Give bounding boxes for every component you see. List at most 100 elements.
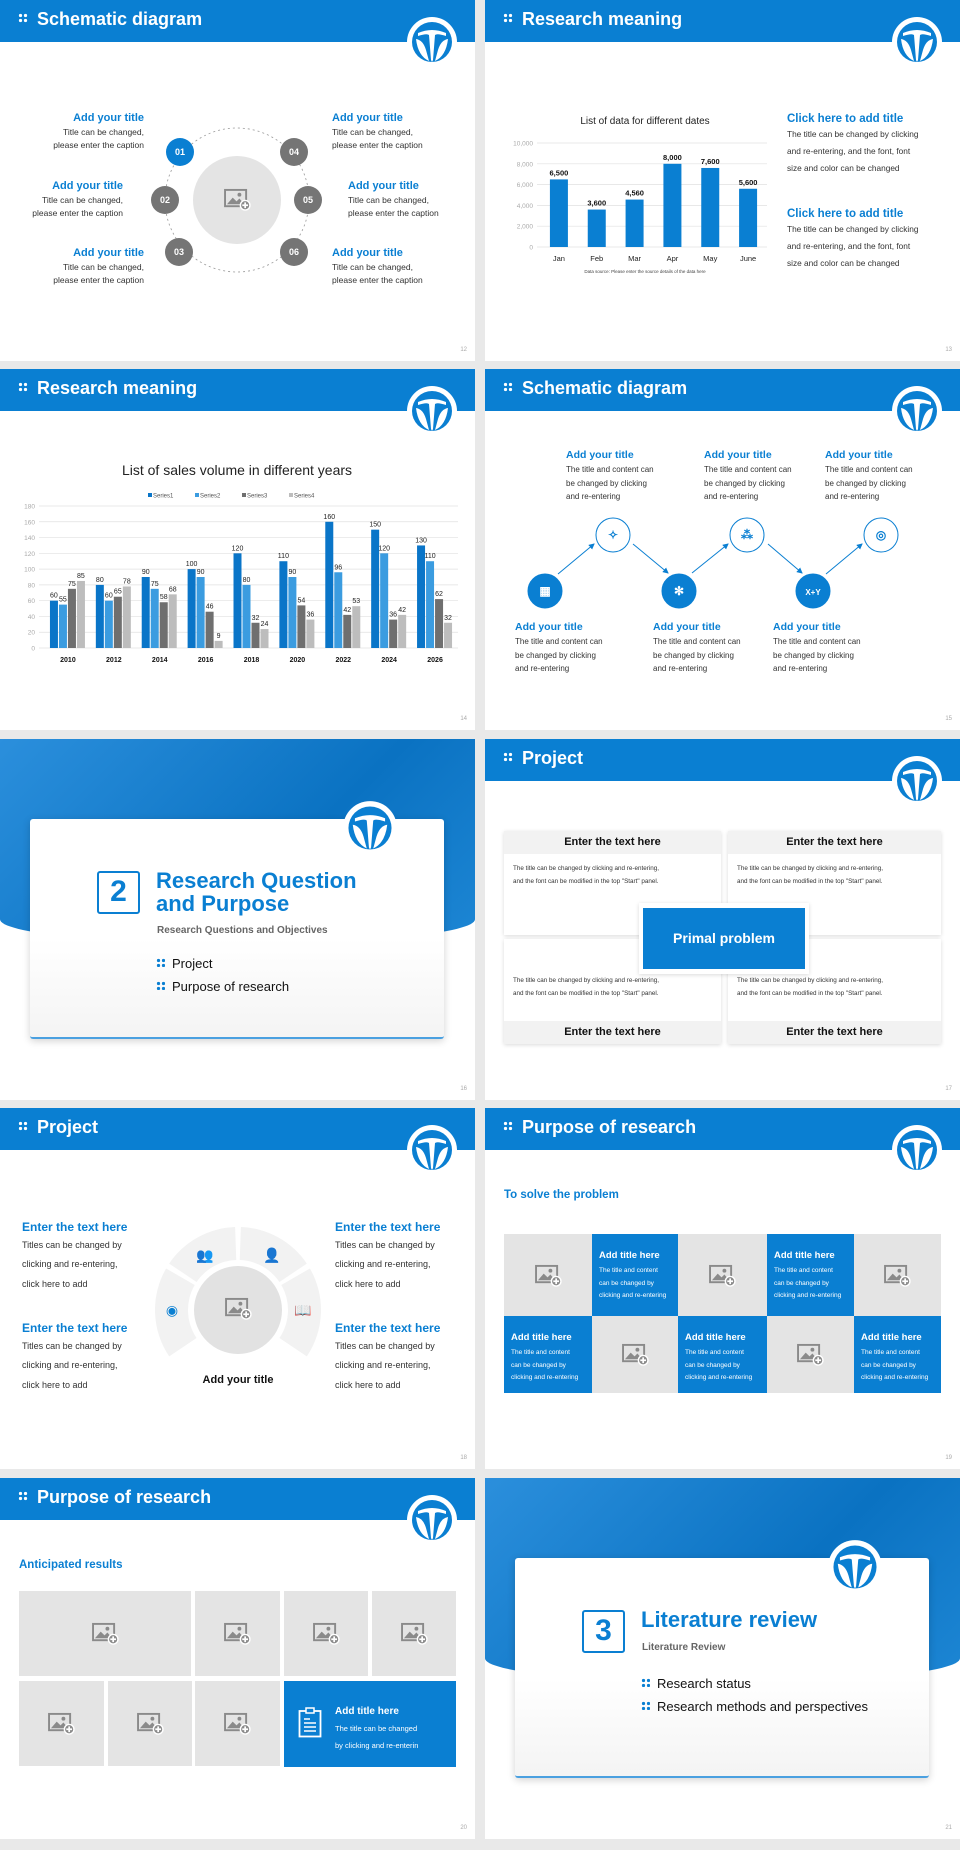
legend-swatch — [242, 493, 246, 497]
slide-20-purpose-of-research[interactable]: Purpose of research 20 Anticipated results… — [0, 1478, 475, 1839]
bar — [233, 553, 242, 648]
bar — [343, 614, 352, 648]
slide-18-project[interactable]: Project 18 ◉ 👥 👤 📖 Add your title Enter the tex… — [0, 1108, 475, 1469]
block-title[interactable]: Enter the text here — [335, 1220, 441, 1234]
card-title: Add title here — [861, 1332, 922, 1343]
block-title[interactable]: Add your title — [653, 621, 721, 633]
slide-16-section-2[interactable]: 16 2 Research Question and Purpose Research … — [0, 739, 475, 1100]
section-title[interactable]: Literature review — [641, 1607, 818, 1632]
block-title[interactable]: Add your title — [704, 449, 772, 461]
image-placeholder-icon — [224, 188, 251, 211]
block-title[interactable]: Add your title — [773, 621, 841, 633]
block-title[interactable]: Click here to add title — [787, 208, 904, 220]
data-label: 3,600 — [587, 199, 606, 208]
block-title[interactable]: Add your title — [566, 449, 634, 461]
block-title[interactable]: Enter the text here — [22, 1321, 128, 1335]
bar — [242, 584, 251, 648]
section-title[interactable]: Research Question — [156, 868, 357, 893]
info-card[interactable]: Add title here The title and content can b… — [504, 1316, 592, 1393]
panel-heading[interactable]: Enter the text here — [728, 1021, 941, 1044]
block-text: The title and content can — [825, 465, 913, 474]
primal-problem-label[interactable]: Primal problem — [643, 908, 805, 969]
slide-17-project[interactable]: Project 17 Enter the text here The title ca… — [485, 739, 960, 1100]
image-placeholder[interactable] — [854, 1234, 941, 1316]
panel-heading[interactable]: Enter the text here — [504, 831, 721, 854]
block-title[interactable]: Enter the text here — [335, 1321, 441, 1335]
block-title[interactable]: Click here to add title — [787, 113, 904, 125]
bar — [150, 588, 159, 648]
info-card[interactable]: Add title here The title and content can b… — [678, 1316, 767, 1393]
block-title[interactable]: Add your title — [52, 180, 123, 192]
image-placeholder[interactable] — [767, 1316, 854, 1393]
block-text: be changed by clicking — [653, 650, 734, 660]
bar — [214, 640, 223, 648]
image-placeholder-icon — [534, 1264, 562, 1287]
info-card[interactable]: Add title here The title and content can b… — [592, 1234, 678, 1316]
card-text: can be changed by — [599, 1279, 654, 1287]
section-item[interactable]: Project — [156, 956, 212, 971]
slide-title-text: Research meaning — [37, 378, 198, 398]
info-card[interactable]: Add title here The title can be changed by… — [284, 1681, 456, 1767]
slide-14-research-meaning[interactable]: Research meaning 14 List of sales volume i… — [0, 369, 475, 730]
block-title[interactable]: Add your title — [73, 112, 144, 124]
section-item[interactable]: Research status — [641, 1676, 751, 1691]
data-label: 90 — [197, 569, 205, 576]
image-placeholder[interactable] — [504, 1234, 592, 1316]
block-title[interactable]: Add your title — [332, 247, 403, 259]
bar — [435, 599, 444, 648]
image-placeholder[interactable] — [592, 1316, 678, 1393]
block-text: Title can be changed, — [332, 262, 413, 272]
text-block: Click here to add title The title can be … — [787, 208, 918, 272]
block-text: please enter the caption — [348, 208, 439, 218]
bar — [398, 614, 407, 648]
image-placeholder[interactable] — [678, 1234, 767, 1316]
bar — [113, 596, 122, 648]
block-title[interactable]: Add your title — [332, 112, 403, 124]
page-number: 12 — [460, 347, 467, 353]
slide-15-schematic-diagram[interactable]: Schematic diagram 15 ▦ ✧ ✻ ⁂ X+Y ◎ Add your titl… — [485, 369, 960, 730]
slide-21-section-3[interactable]: 21 3 Literature review Literature Review Res… — [485, 1478, 960, 1839]
dots-icon — [641, 1701, 650, 1710]
panel-text: The title can be changed by clicking and… — [737, 977, 883, 984]
center-title[interactable]: Add your title — [202, 1374, 274, 1386]
block-title[interactable]: Add your title — [348, 180, 419, 192]
legend-label: Series3 — [247, 494, 268, 500]
bar — [334, 572, 343, 648]
panel-heading[interactable]: Enter the text here — [728, 831, 941, 854]
block-text: size and color can be changed — [787, 163, 900, 173]
image-placeholder[interactable] — [284, 1591, 368, 1676]
image-placeholder[interactable] — [372, 1591, 456, 1676]
data-label: 32 — [252, 615, 260, 622]
bar — [389, 619, 398, 648]
image-placeholder[interactable] — [195, 1681, 280, 1766]
card-text: The title and content — [685, 1349, 744, 1356]
block-title[interactable]: Add your title — [73, 247, 144, 259]
image-placeholder[interactable] — [195, 1591, 280, 1676]
legend-label: Series2 — [200, 494, 221, 500]
slide-12-schematic-diagram[interactable]: Schematic diagram 12 01 Add your title Title… — [0, 0, 475, 361]
image-placeholder[interactable] — [19, 1591, 191, 1676]
panel-text: and the font can be modified in the top … — [513, 877, 659, 885]
bar — [196, 577, 205, 648]
section-item[interactable]: Research methods and perspectives — [641, 1699, 868, 1714]
ring-segment — [239, 1227, 307, 1283]
step-node — [661, 573, 697, 609]
image-placeholder[interactable] — [19, 1681, 104, 1766]
image-placeholder[interactable] — [108, 1681, 192, 1766]
data-label: 90 — [142, 569, 150, 576]
slide-13-research-meaning[interactable]: Research meaning 13 List of data for diffe… — [485, 0, 960, 361]
data-label: 24 — [261, 621, 269, 628]
x-plus-y-icon: X+Y — [805, 588, 821, 597]
section-item[interactable]: Purpose of research — [156, 979, 289, 994]
bar — [58, 604, 67, 648]
block-title[interactable]: Add your title — [515, 621, 583, 633]
bar — [49, 600, 58, 648]
text-block: Add your title Title can be changed, pleas… — [0, 247, 144, 287]
dots-icon — [503, 382, 513, 392]
panel-heading[interactable]: Enter the text here — [504, 1021, 721, 1044]
block-title[interactable]: Enter the text here — [22, 1220, 128, 1234]
info-card[interactable]: Add title here The title and content can b… — [767, 1234, 854, 1316]
info-card[interactable]: Add title here The title and content can b… — [854, 1316, 941, 1393]
slide-19-purpose-of-research[interactable]: Purpose of research 19 To solve the proble… — [485, 1108, 960, 1469]
block-title[interactable]: Add your title — [825, 449, 893, 461]
